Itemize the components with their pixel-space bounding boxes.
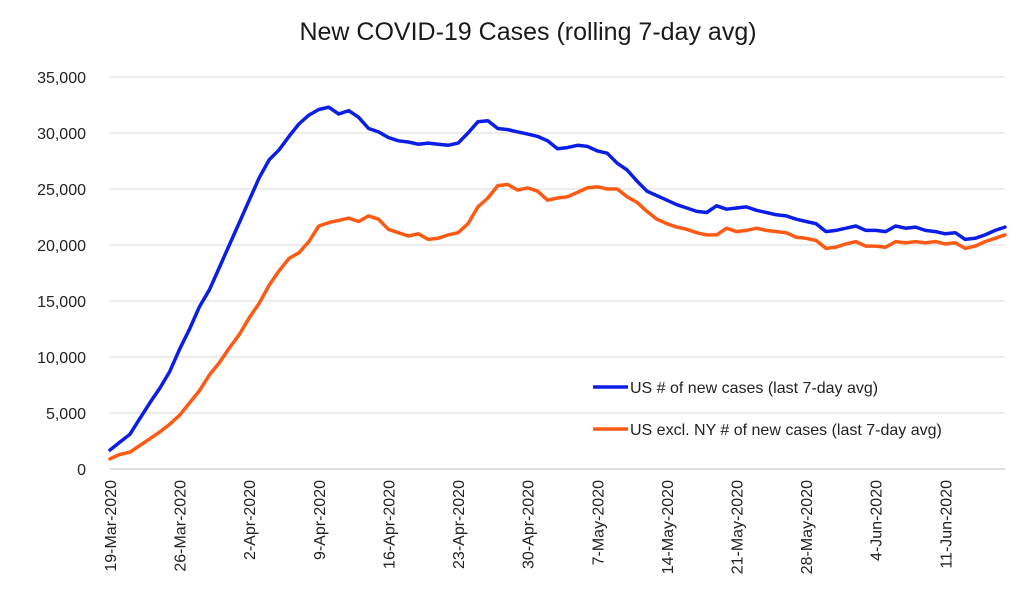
y-tick-label: 15,000 (37, 294, 86, 311)
x-tick-label: 19-Mar-2020 (103, 480, 120, 572)
x-tick-label: 30-Apr-2020 (521, 480, 538, 569)
legend: US # of new cases (last 7-day avg) US exc… (593, 380, 942, 439)
y-tick-label: 5,000 (46, 406, 86, 423)
x-tick-label: 9-Apr-2020 (312, 480, 329, 560)
x-tick-label: 21-May-2020 (730, 480, 747, 574)
x-tick-label: 14-May-2020 (660, 480, 677, 574)
y-tick-label: 35,000 (37, 70, 86, 87)
series-lines (108, 105, 1007, 461)
y-tick-label: 10,000 (37, 350, 86, 367)
y-axis-ticks: 0 5,000 10,000 15,000 20,000 25,000 30,000 35,0… (37, 70, 86, 479)
y-tick-label: 20,000 (37, 238, 86, 255)
legend-label-2: US excl. NY # of new cases (last 7-day a… (630, 422, 942, 439)
x-tick-label: 2-Apr-2020 (242, 480, 259, 560)
gridlines (110, 76, 1005, 470)
x-tick-label: 23-Apr-2020 (451, 480, 468, 569)
y-tick-label: 25,000 (37, 182, 86, 199)
y-tick-label: 30,000 (37, 126, 86, 143)
series-line-1 (108, 105, 1007, 452)
y-tick-label: 0 (77, 462, 86, 479)
series-line-2 (108, 182, 1007, 461)
x-tick-label: 16-Apr-2020 (381, 480, 398, 569)
chart-title: New COVID-19 Cases (rolling 7-day avg) (299, 18, 756, 46)
x-tick-label: 11-Jun-2020 (938, 480, 955, 569)
x-tick-label: 28-May-2020 (799, 480, 816, 574)
x-tick-label: 4-Jun-2020 (869, 480, 886, 561)
x-tick-label: 7-May-2020 (590, 480, 607, 565)
x-axis-ticks: 19-Mar-2020 26-Mar-2020 2-Apr-2020 9-Apr-20… (103, 480, 955, 574)
x-tick-label: 26-Mar-2020 (173, 480, 190, 572)
legend-label-1: US # of new cases (last 7-day avg) (630, 380, 878, 397)
